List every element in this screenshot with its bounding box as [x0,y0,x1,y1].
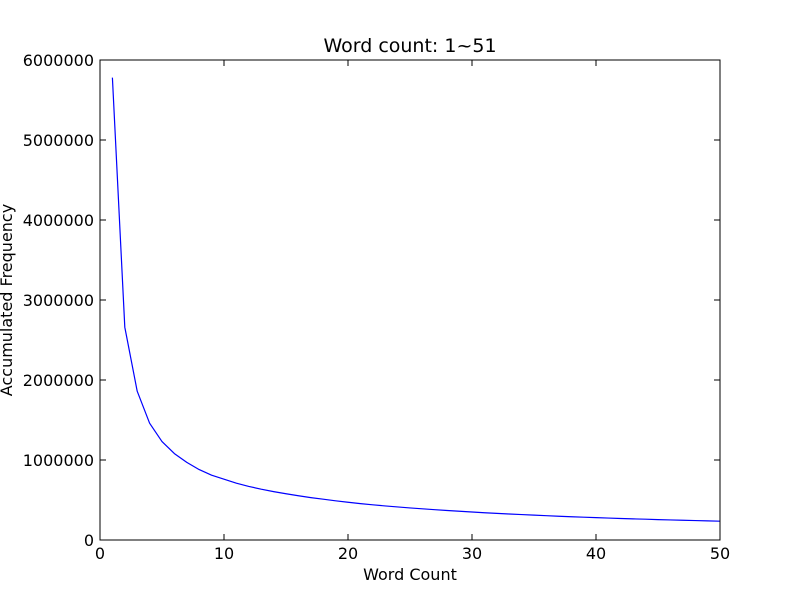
y-tick-label: 0 [84,531,94,550]
y-axis-label: Accumulated Frequency [0,204,16,396]
chart-title: Word count: 1~51 [323,35,496,57]
y-tick-label: 6000000 [23,51,94,70]
y-tick-label: 2000000 [23,371,94,390]
y-tick-label: 1000000 [23,451,94,470]
x-axis-label: Word Count [363,565,457,584]
x-tick-label: 40 [586,544,606,563]
x-tick-label: 10 [214,544,234,563]
x-tick-label: 0 [95,544,105,563]
x-axis: 0 10 20 30 40 50 [95,60,730,563]
x-tick-label: 20 [338,544,358,563]
plot-area [111,77,720,522]
series-line [111,77,720,522]
y-tick-label: 5000000 [23,131,94,150]
x-tick-label: 50 [710,544,730,563]
y-tick-label: 4000000 [23,211,94,230]
x-tick-label: 30 [462,544,482,563]
y-axis: 0 1000000 2000000 3000000 4000000 5000000 6000… [23,51,720,550]
y-tick-label: 3000000 [23,291,94,310]
